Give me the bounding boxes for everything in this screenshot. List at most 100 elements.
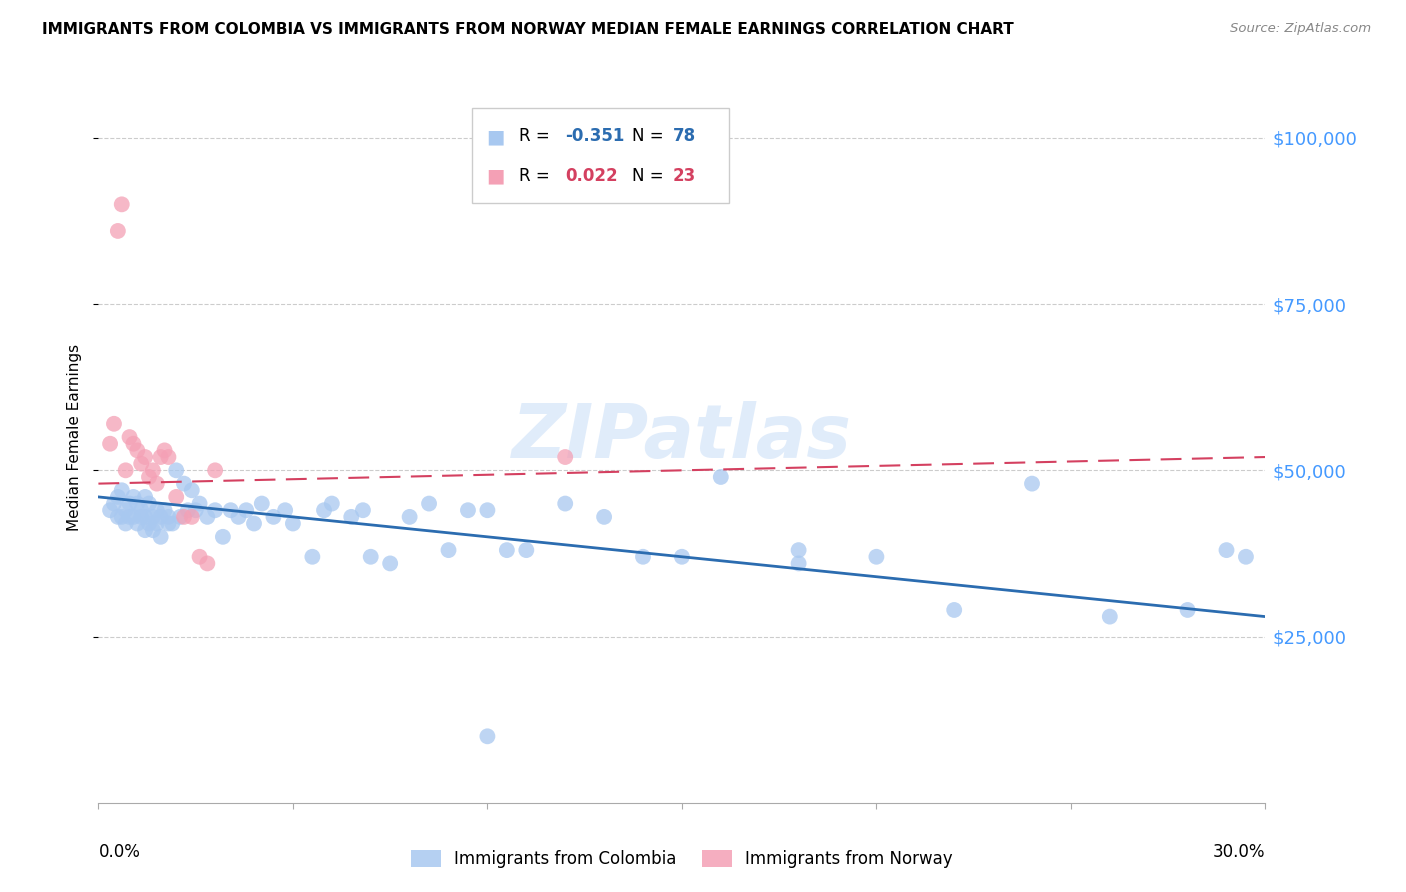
Point [173,476,195,491]
Point [204,503,226,517]
Point [153,443,176,458]
Point [149,509,172,524]
Text: R =: R = [519,168,554,186]
Point [281,516,304,531]
Point [418,497,440,511]
Point [114,516,136,531]
Point [149,530,172,544]
Point [146,516,169,531]
Text: -0.351: -0.351 [565,128,624,145]
Text: 30.0%: 30.0% [1213,843,1265,861]
Point [262,509,284,524]
Point [671,549,693,564]
Point [111,483,134,498]
Point [301,549,323,564]
Text: ■: ■ [486,167,505,186]
Point [243,516,266,531]
Point [593,509,616,524]
Point [149,450,172,464]
Point [122,509,145,524]
Text: IMMIGRANTS FROM COLOMBIA VS IMMIGRANTS FROM NORWAY MEDIAN FEMALE EARNINGS CORREL: IMMIGRANTS FROM COLOMBIA VS IMMIGRANTS F… [42,22,1014,37]
Point [107,509,129,524]
Text: 0.022: 0.022 [565,168,617,186]
Point [142,523,165,537]
Point [943,603,966,617]
Point [1098,609,1121,624]
Point [134,523,156,537]
Point [219,503,242,517]
Point [380,557,402,571]
Text: R =: R = [519,128,554,145]
Point [1234,549,1257,564]
Point [114,503,136,517]
Point [312,503,335,517]
Point [127,497,149,511]
Text: 23: 23 [672,168,696,186]
Point [134,509,156,524]
Point [122,436,145,450]
Point [129,503,152,517]
Point [111,509,134,524]
Point [188,549,211,564]
Point [107,490,129,504]
Point [122,490,145,504]
Point [787,543,810,558]
Point [157,509,180,524]
Point [195,557,218,571]
Point [134,490,156,504]
Point [340,509,363,524]
Point [631,549,654,564]
Point [153,503,176,517]
Point [173,509,195,524]
Point [134,450,156,464]
Point [235,503,257,517]
Point [360,549,382,564]
Text: ZIPatlas: ZIPatlas [512,401,852,474]
Point [127,516,149,531]
Point [103,417,125,431]
Point [114,463,136,477]
Point [177,503,200,517]
Point [204,463,226,477]
Point [138,497,160,511]
Y-axis label: Median Female Earnings: Median Female Earnings [67,343,83,531]
Text: N =: N = [631,128,669,145]
Point [188,497,211,511]
Point [250,497,273,511]
Point [437,543,460,558]
Point [477,503,499,517]
Point [165,490,187,504]
Text: 0.0%: 0.0% [98,843,141,861]
Point [107,224,129,238]
Point [180,509,202,524]
Point [146,503,169,517]
Point [103,497,125,511]
Point [118,497,141,511]
Point [129,457,152,471]
Point [118,430,141,444]
Point [554,450,576,464]
Point [118,509,141,524]
Point [129,509,152,524]
Point [127,443,149,458]
FancyBboxPatch shape [472,108,728,203]
Point [1021,476,1043,491]
Point [274,503,297,517]
Point [352,503,374,517]
Point [477,729,499,743]
Point [180,483,202,498]
Point [142,463,165,477]
Point [1177,603,1199,617]
Point [554,497,576,511]
Point [184,503,207,517]
Point [457,503,479,517]
Text: 78: 78 [672,128,696,145]
Point [195,509,218,524]
Point [157,516,180,531]
Text: N =: N = [631,168,669,186]
Point [710,470,733,484]
Point [1215,543,1237,558]
Point [157,450,180,464]
Point [138,470,160,484]
Point [98,503,121,517]
